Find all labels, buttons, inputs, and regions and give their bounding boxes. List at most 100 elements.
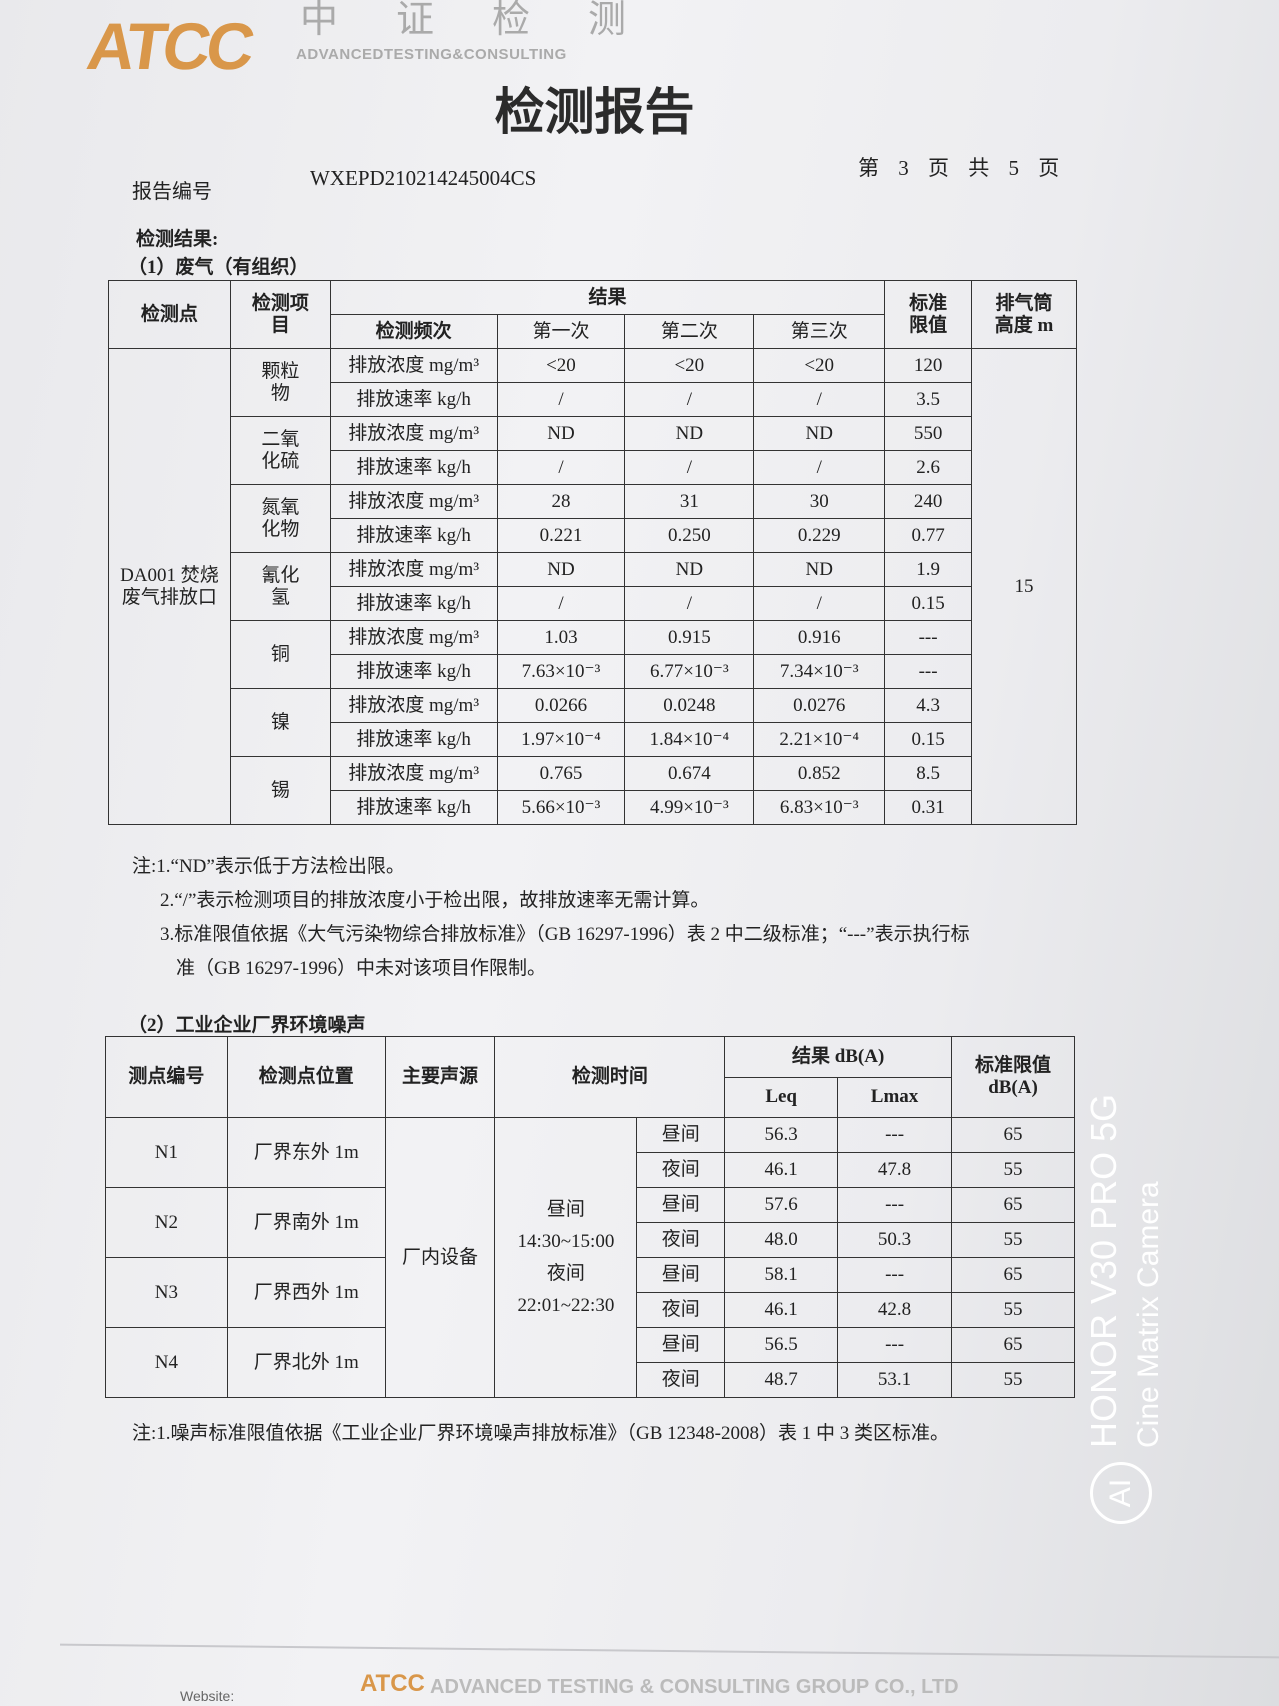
parameter: 排放浓度 mg/m³ <box>329 620 498 655</box>
limit-value: 0.31 <box>884 790 973 825</box>
limit-value: 1.9 <box>884 552 973 587</box>
lmax-value: --- <box>837 1257 952 1293</box>
limit-value: 3.5 <box>884 382 973 417</box>
pollutant-name: 二氧化硫 <box>229 416 331 485</box>
limit-value: 0.15 <box>884 586 973 621</box>
lmax-value: 47.8 <box>837 1152 952 1188</box>
stack-height: 15 <box>971 348 1077 825</box>
result-value: 0.916 <box>753 620 886 655</box>
leq-value: 56.3 <box>724 1117 839 1153</box>
table-row: 排放速率 kg/h / //0.15 <box>109 586 1077 621</box>
result-value: 0.0276 <box>753 688 886 723</box>
result-value: 0.915 <box>624 620 755 655</box>
camera-watermark-subtitle: Cine Matrix Camera <box>1132 1181 1165 1448</box>
monitoring-point: DA001 焚烧废气排放口 <box>108 348 231 825</box>
period: 昼间 <box>636 1257 726 1293</box>
noise-table: 测点编号 检测点位置 主要声源 检测时间 结果 dB(A) 标准限值 dB(A)… <box>105 1036 1075 1398</box>
leq-value: 48.7 <box>724 1362 839 1398</box>
header-time: 检测时间 <box>494 1036 726 1118</box>
result-value: ND <box>753 416 886 451</box>
point-location: 厂界西外 1m <box>226 1257 386 1328</box>
logo-english-name: ADVANCEDTESTING&CONSULTING <box>296 46 567 63</box>
result-value: 1.84×10⁻⁴ <box>624 722 755 757</box>
page-info: 第 3 页 共 5 页 <box>858 156 1060 180</box>
result-value: 0.250 <box>624 518 755 553</box>
point-location: 厂界北外 1m <box>226 1327 386 1398</box>
noise-source: 厂内设备 <box>384 1117 496 1398</box>
parameter: 排放浓度 mg/m³ <box>329 484 498 519</box>
footer-website: Website: <box>180 1688 235 1704</box>
period: 夜间 <box>636 1152 726 1188</box>
result-value: 5.66×10⁻³ <box>496 790 626 825</box>
table-row: 排放速率 kg/h 1.97×10⁻⁴ 1.84×10⁻⁴ 2.21×10⁻⁴ 0.15 <box>109 722 1077 757</box>
result-value: 0.674 <box>624 756 755 791</box>
limit-value: 2.6 <box>884 450 973 485</box>
header-frequency: 检测频次 <box>329 314 498 349</box>
report-no-label: 报告编号 <box>132 181 212 203</box>
ai-badge-icon: AI <box>1090 1462 1152 1524</box>
limit-value: 8.5 <box>884 756 973 791</box>
header-stack-height: 排气筒高度 m <box>971 280 1077 349</box>
point-id: N2 <box>105 1187 228 1258</box>
header-leq: Leq <box>724 1076 839 1118</box>
exhaust-table: 检测点 检测项目 结果 标准限值 排气筒高度 m 检测频次 第一次 第二次 第三… <box>108 280 1077 825</box>
parameter: 排放浓度 mg/m³ <box>329 416 498 451</box>
result-value: / <box>496 450 626 485</box>
parameter: 排放浓度 mg/m³ <box>329 552 498 587</box>
header-third: 第三次 <box>753 314 886 349</box>
report-no: WXEPD210214245004CS <box>310 166 537 190</box>
footer-logo: ATCC <box>360 1670 425 1697</box>
limit-value: 4.3 <box>884 688 973 723</box>
result-value: ND <box>753 552 886 587</box>
point-location: 厂界南外 1m <box>226 1187 386 1258</box>
pollutant-name: 氮氧化物 <box>229 484 331 553</box>
section-title: 检测结果: <box>136 229 219 250</box>
point-id: N3 <box>105 1257 228 1328</box>
noise-subtitle: （2）工业企业厂界环境噪声 <box>128 1015 366 1036</box>
result-value: ND <box>624 416 755 451</box>
limit-value: 55 <box>951 1362 1075 1398</box>
lmax-value: --- <box>837 1117 952 1153</box>
limit-value: 55 <box>951 1292 1075 1328</box>
result-value: 4.99×10⁻³ <box>624 790 755 825</box>
lmax-value: 50.3 <box>837 1222 952 1258</box>
parameter: 排放浓度 mg/m³ <box>329 348 498 383</box>
result-value: <20 <box>496 348 626 383</box>
period: 昼间 <box>636 1187 726 1223</box>
pollutant-name: 氰化氢 <box>229 552 331 621</box>
result-value: 6.83×10⁻³ <box>753 790 886 825</box>
table-row: 铜排放浓度 mg/m³ 1.03 0.915 0.916 --- <box>109 620 1077 689</box>
result-value: 0.852 <box>753 756 886 791</box>
result-value: <20 <box>753 348 886 383</box>
limit-value: --- <box>884 620 973 655</box>
result-value: / <box>624 382 755 417</box>
table-row: N2 厂界南外 1m 昼间 57.6 --- 65 <box>105 1187 1075 1258</box>
parameter: 排放速率 kg/h <box>329 586 498 621</box>
table-row: 夜间 48.0 50.3 55 <box>106 1222 1075 1258</box>
table-row: DA001 焚烧废气排放口 颗粒物 排放浓度 mg/m³ <20 <20 <20 120 15 <box>108 348 1077 825</box>
limit-value: 120 <box>884 348 973 383</box>
time-line: 夜间 <box>546 1262 585 1284</box>
parameter: 排放浓度 mg/m³ <box>329 688 498 723</box>
result-value: 1.03 <box>496 620 626 655</box>
period: 夜间 <box>636 1222 726 1258</box>
pollutant-name: 锡 <box>229 756 331 825</box>
table-row: 镍排放浓度 mg/m³ 0.0266 0.0248 0.0276 4.3 <box>109 688 1077 757</box>
result-value: / <box>753 382 886 417</box>
camera-watermark-model: HONOR V30 PRO 5G <box>1083 1093 1124 1448</box>
parameter: 排放速率 kg/h <box>329 450 498 485</box>
time-line: 22:01~22:30 <box>517 1294 615 1316</box>
result-value: 0.0248 <box>624 688 755 723</box>
header-id: 测点编号 <box>105 1036 228 1118</box>
limit-value: 65 <box>951 1257 1075 1293</box>
report-title: 检测报告 <box>0 72 1279 144</box>
parameter: 排放浓度 mg/m³ <box>329 756 498 791</box>
table-row: 排放速率 kg/h / //3.5 <box>109 382 1077 417</box>
header-point: 检测点 <box>108 280 231 349</box>
result-value: 6.77×10⁻³ <box>624 654 755 689</box>
result-value: / <box>753 586 886 621</box>
noise-note: 注:1.噪声标准限值依据《工业企业厂界环境噪声排放标准》（GB 12348-20… <box>132 1423 950 1444</box>
header-limit: 标准限值 dB(A) <box>951 1036 1075 1118</box>
header-lmax: Lmax <box>837 1076 952 1118</box>
result-value: ND <box>624 552 755 587</box>
